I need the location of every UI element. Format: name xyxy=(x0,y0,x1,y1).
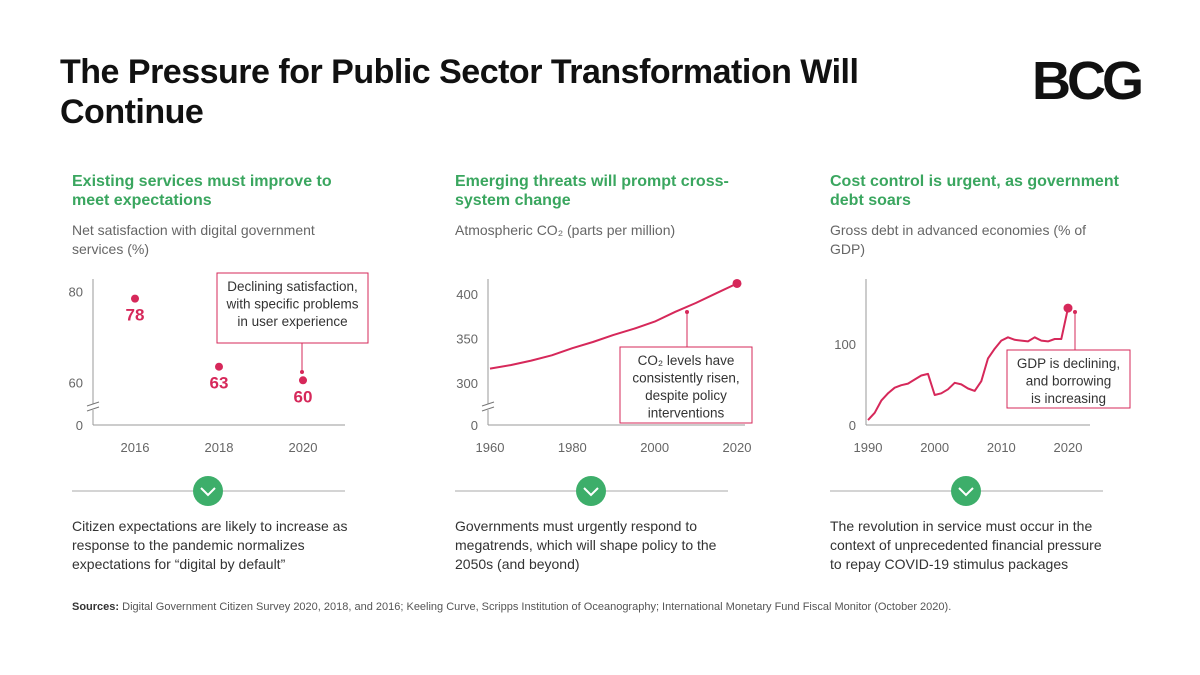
x-tick-label: 2000 xyxy=(640,440,669,455)
chevron-button xyxy=(951,476,981,506)
x-tick-label: 2020 xyxy=(289,440,318,455)
y-tick-label: 80 xyxy=(69,285,83,300)
y-tick-label: 0 xyxy=(76,418,83,433)
y-tick-label: 350 xyxy=(456,331,478,346)
sources: Sources: Digital Government Citizen Surv… xyxy=(72,601,1152,613)
data-line xyxy=(489,282,738,370)
chevron xyxy=(958,487,974,497)
data-label: 63 xyxy=(210,374,229,393)
chevron xyxy=(200,487,216,497)
annotation-text: in user experience xyxy=(237,314,347,329)
annotation-text: Declining satisfaction, xyxy=(227,279,358,294)
page-title: The Pressure for Public Sector Transform… xyxy=(60,53,859,131)
panel-heading: Cost control is urgent, as government de… xyxy=(830,173,1119,209)
axis-break xyxy=(481,401,495,407)
data-point xyxy=(215,362,223,371)
y-tick-label: 100 xyxy=(834,337,856,352)
y-tick-label: 0 xyxy=(471,418,478,433)
end-point xyxy=(732,278,742,288)
data-line xyxy=(867,307,1069,421)
axis-break-gap xyxy=(484,404,492,410)
x-tick-label: 1980 xyxy=(558,440,587,455)
panel-heading: Emerging threats will prompt cross-syste… xyxy=(455,173,729,209)
annotation-text: CO₂ levels have xyxy=(638,353,735,368)
panel-takeaway: Citizen expectations are likely to incre… xyxy=(72,518,348,572)
panel-takeaway: The revolution in service must occur in … xyxy=(830,518,1102,572)
panel-heading: Existing services must improve to meet e… xyxy=(72,173,332,209)
y-tick-label: 400 xyxy=(456,287,478,302)
panel-subtitle: Net satisfaction with digital government… xyxy=(72,222,315,257)
data-label: 78 xyxy=(126,306,145,325)
annotation-text: despite policy xyxy=(645,388,727,403)
x-tick-label: 1990 xyxy=(854,440,883,455)
data-point xyxy=(131,294,139,303)
annotation-box xyxy=(619,346,753,424)
y-tick-label: 0 xyxy=(849,418,856,433)
chevron-button xyxy=(193,476,223,506)
x-tick-label: 2018 xyxy=(205,440,234,455)
axis-break xyxy=(86,406,100,412)
annotation-text: with specific problems xyxy=(225,297,358,312)
x-tick-label: 2020 xyxy=(723,440,752,455)
panel-subtitle: Atmospheric CO₂ (parts per million) xyxy=(455,222,676,238)
sources-text: Digital Government Citizen Survey 2020, … xyxy=(122,601,952,613)
x-tick-label: 1960 xyxy=(476,440,505,455)
sources-label: Sources: xyxy=(72,601,120,613)
chevron-button xyxy=(576,476,606,506)
panel-subtitle: Gross debt in advanced economies (% of G… xyxy=(830,222,1087,257)
data-point xyxy=(299,376,307,385)
annotation-box xyxy=(1006,349,1131,409)
chevron xyxy=(583,487,599,497)
annotation-pointer-dot xyxy=(1073,310,1077,314)
annotation-text: GDP is declining, xyxy=(1017,356,1120,371)
logo: BCG xyxy=(1032,51,1144,111)
annotation-text: interventions xyxy=(648,406,725,421)
annotation-pointer-dot xyxy=(300,370,304,374)
annotation-text: consistently risen, xyxy=(632,371,739,386)
panel-takeaway: Governments must urgently respond to meg… xyxy=(455,518,717,572)
x-tick-label: 2016 xyxy=(121,440,150,455)
axis-break xyxy=(86,401,100,407)
x-tick-label: 2020 xyxy=(1054,440,1083,455)
end-point xyxy=(1063,303,1073,313)
y-tick-label: 60 xyxy=(69,375,83,390)
axis-break-gap xyxy=(89,404,97,410)
annotation-pointer-dot xyxy=(685,310,689,314)
data-label: 60 xyxy=(294,387,313,406)
annotation-box xyxy=(216,272,369,344)
annotation-text: is increasing xyxy=(1031,391,1106,406)
x-tick-label: 2010 xyxy=(987,440,1016,455)
x-tick-label: 2000 xyxy=(920,440,949,455)
y-tick-label: 300 xyxy=(456,376,478,391)
annotation-text: and borrowing xyxy=(1026,374,1112,389)
axis-break xyxy=(481,406,495,412)
